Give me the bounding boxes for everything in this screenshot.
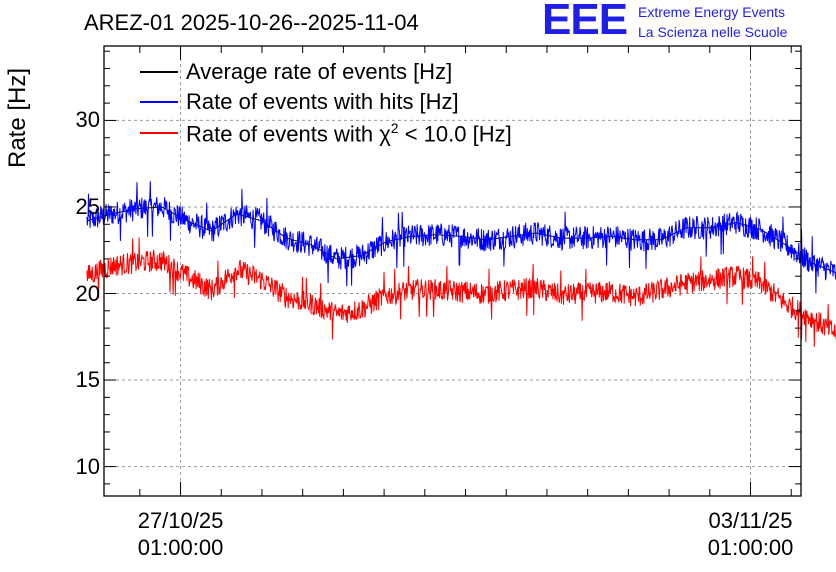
- legend-chi2-prefix: Rate of events with: [186, 121, 380, 147]
- legend-swatch-chi2: [140, 132, 178, 134]
- legend-swatch-average: [140, 71, 178, 73]
- eee-logo: EEE: [542, 0, 628, 44]
- y-axis-label: Rate [Hz]: [4, 67, 31, 168]
- plot-frame: [103, 45, 802, 497]
- x-tick-date: 03/11/25: [708, 508, 793, 533]
- y-tick-label: 30: [75, 107, 100, 133]
- x-tick-label: 27/10/25 01:00:00: [101, 507, 261, 561]
- logo-line-1: Extreme Energy Events: [638, 4, 786, 20]
- legend-swatch-hits: [140, 101, 178, 103]
- legend-chi2-symbol: χ: [379, 121, 391, 147]
- legend-chi2-exponent: 2: [390, 120, 399, 136]
- logo-line-2: La Scienza nelle Scuole: [638, 24, 788, 40]
- chart-title: AREZ-01 2025-10-26--2025-11-04: [84, 10, 419, 35]
- series-line-1: [86, 181, 836, 294]
- x-tick-label: 03/11/25 01:00:00: [671, 507, 831, 561]
- legend-chi2-suffix: < 10.0 [Hz]: [398, 121, 512, 147]
- y-tick-label: 25: [75, 193, 100, 219]
- y-tick-label: 20: [75, 280, 100, 306]
- plot-border: [103, 45, 802, 497]
- y-tick-label: 15: [75, 367, 100, 393]
- legend-label-average: Average rate of events [Hz]: [186, 59, 453, 84]
- legend-label-chi2: Rate of events with χ2 < 10.0 [Hz]: [186, 120, 512, 147]
- series-group: [86, 181, 836, 347]
- x-tick-date: 27/10/25: [137, 508, 224, 533]
- series-line-2: [86, 237, 836, 347]
- legend-label-hits: Rate of events with hits [Hz]: [186, 89, 459, 114]
- x-tick-time: 01:00:00: [707, 535, 794, 560]
- x-tick-time: 01:00:00: [137, 535, 224, 560]
- y-tick-label: 10: [75, 453, 100, 479]
